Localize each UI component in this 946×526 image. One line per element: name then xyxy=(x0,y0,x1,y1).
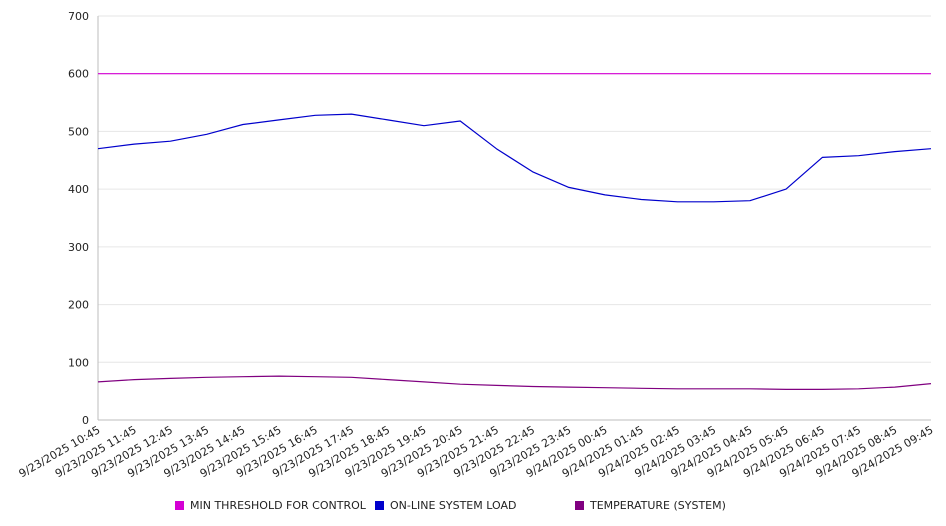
y-tick-label: 500 xyxy=(68,125,89,138)
y-tick-label: 100 xyxy=(68,356,89,369)
legend-label-1: MIN THRESHOLD FOR CONTROL xyxy=(190,499,367,512)
y-tick-label: 300 xyxy=(68,241,89,254)
legend: MIN THRESHOLD FOR CONTROL ON-LINE SYSTEM … xyxy=(175,499,726,512)
legend-label-2: ON-LINE SYSTEM LOAD xyxy=(390,499,516,512)
legend-swatch-2 xyxy=(375,501,384,510)
legend-swatch-1 xyxy=(175,501,184,510)
y-tick-labels: 0 100 200 300 400 500 600 700 xyxy=(68,10,89,427)
series-line-2 xyxy=(97,113,932,203)
series-lines xyxy=(97,73,932,390)
legend-label-3: TEMPERATURE (SYSTEM) xyxy=(589,499,726,512)
legend-swatch-3 xyxy=(575,501,584,510)
x-tick-labels: 9/23/2025 10:459/23/2025 11:459/23/2025 … xyxy=(17,423,936,480)
y-tick-label: 200 xyxy=(68,299,89,312)
y-tick-label: 700 xyxy=(68,10,89,23)
y-tick-label: 400 xyxy=(68,183,89,196)
series-line-3 xyxy=(97,375,932,390)
axes xyxy=(97,16,931,421)
gridlines xyxy=(98,15,931,421)
y-tick-label: 600 xyxy=(68,68,89,81)
y-tick-label: 0 xyxy=(82,414,89,427)
